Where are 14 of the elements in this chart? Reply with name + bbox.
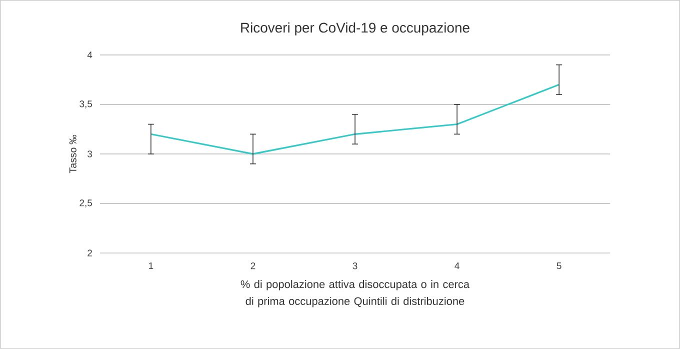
line-series bbox=[150, 84, 560, 155]
chart-title: Ricoveri per CoVid-19 e occupazione bbox=[241, 22, 470, 36]
x-tick-label: 5 bbox=[556, 262, 562, 270]
y-tick-label: 3,5 bbox=[80, 100, 92, 108]
x-tick-label: 2 bbox=[250, 262, 256, 270]
y-tick-label: 2 bbox=[88, 250, 92, 256]
x-tick-label: 1 bbox=[149, 262, 154, 270]
x-axis-title: % di popolazione attiva disoccupata o in cerca di prima occupazione Quintili di distribuzione bbox=[240, 280, 470, 308]
y-tick-label: 4 bbox=[87, 52, 92, 58]
x-tick-label: 4 bbox=[454, 262, 460, 270]
x-tick-label: 3 bbox=[352, 262, 358, 270]
y-tick-label: 2,5 bbox=[80, 200, 92, 208]
y-axis-title: Tasso ‰ bbox=[69, 134, 76, 174]
y-tick-label: 3 bbox=[88, 150, 92, 158]
